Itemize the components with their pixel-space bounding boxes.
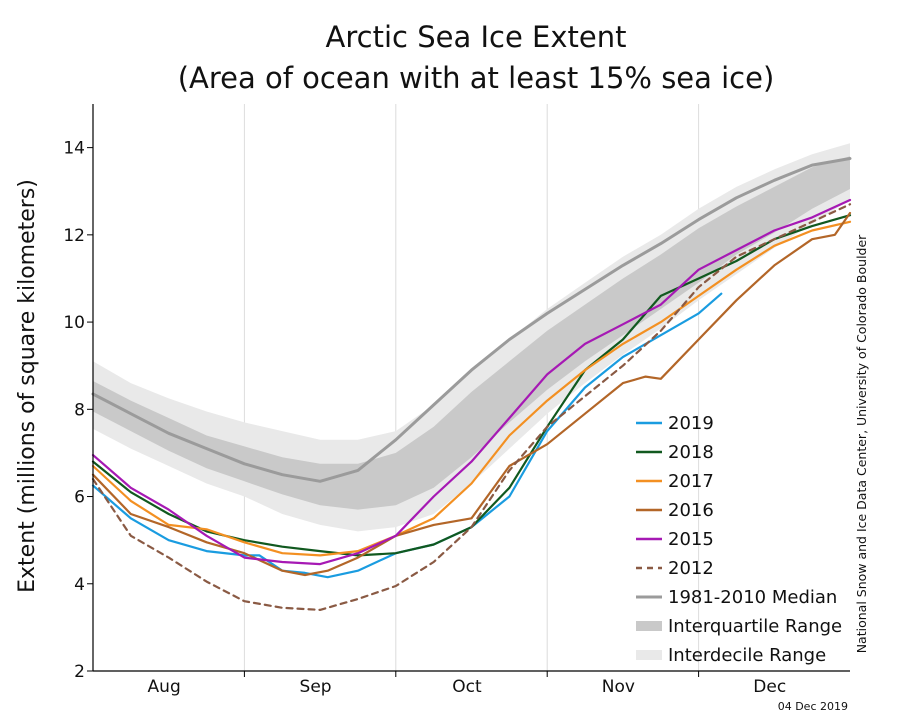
legend: 2019 2018 2017 2016 2015 2012 1981-2010 Median… (636, 413, 842, 666)
interquartile-band (93, 156, 850, 510)
y-tick-label: 10 (63, 313, 85, 333)
x-tick-label: Nov (602, 677, 635, 697)
chart-subtitle: (Area of ocean with at least 15% sea ice… (178, 61, 775, 95)
series-line-2019 (91, 292, 723, 579)
x-tick-label: Dec (753, 677, 786, 697)
legend-label-2019: 2019 (668, 413, 714, 434)
legend-label-2012: 2012 (668, 558, 714, 579)
legend-swatch-interquartile-range (636, 621, 662, 631)
series-line-2012 (91, 203, 852, 611)
legend-label-2018: 2018 (668, 442, 714, 463)
series-line-2016 (91, 211, 852, 577)
series-line-1981-2010-median (91, 157, 852, 483)
legend-label-2017: 2017 (668, 471, 714, 492)
y-tick-label: 8 (74, 400, 85, 420)
y-tick-label: 4 (74, 575, 85, 595)
y-tick-label: 2 (74, 662, 85, 682)
legend-label-2016: 2016 (668, 500, 714, 521)
plot-area (91, 104, 852, 671)
x-tick-label: Sep (300, 677, 332, 697)
legend-swatch-interdecile-range (636, 650, 662, 660)
x-tick-label: Aug (148, 677, 181, 697)
series-line-2017 (91, 220, 852, 557)
x-tick-label: Oct (452, 677, 482, 697)
y-tick-label: 12 (63, 226, 85, 246)
series-line-2015 (91, 198, 852, 566)
legend-label-interdecile-range: Interdecile Range (668, 645, 826, 666)
chart-title: Arctic Sea Ice Extent (326, 20, 627, 54)
legend-label-2015: 2015 (668, 529, 714, 550)
y-tick-label: 14 (63, 139, 85, 159)
credit-text: National Snow and Ice Data Center, Unive… (854, 234, 869, 653)
date-stamp: 04 Dec 2019 (778, 700, 848, 713)
y-axis-label: Extent (millions of square kilometers) (15, 179, 40, 593)
legend-label-interquartile-range: Interquartile Range (668, 616, 842, 637)
legend-label-1981-2010-median: 1981-2010 Median (668, 587, 837, 608)
y-tick-label: 6 (74, 488, 85, 508)
axes: 2 4 6 8 10 12 14 Aug Sep Oct Nov Dec (63, 104, 850, 697)
interdecile-band (93, 143, 850, 532)
